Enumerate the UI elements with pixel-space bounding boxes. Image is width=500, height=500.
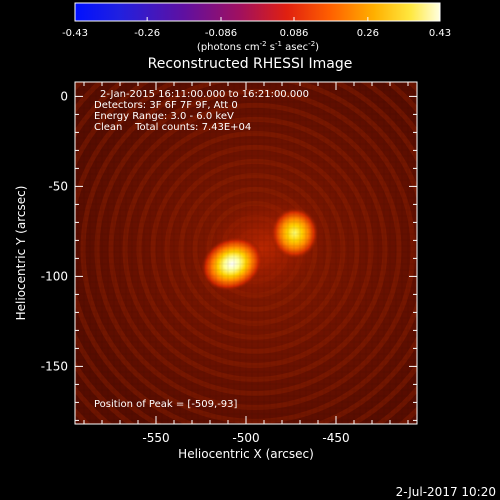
colorbar-tick-label: -0.26 <box>134 28 160 39</box>
y-tick-label: -100 <box>41 269 68 283</box>
colorbar-tick-label: 0.26 <box>357 28 379 39</box>
y-tick-label: -50 <box>48 179 68 193</box>
colorbar-tick-label: 0.086 <box>280 28 309 39</box>
observation-info: 2-Jan-2015 16:11:00.000 to 16:21:00.000 … <box>94 89 309 133</box>
colorbar <box>74 2 441 22</box>
axis-ticks: -550 -500 -450 0 -50 -100 -150 <box>41 82 417 445</box>
y-tick-label: -150 <box>41 359 68 373</box>
peak-position-label: Position of Peak = [-509,-93] <box>94 399 238 410</box>
info-line: Energy Range: 3.0 - 6.0 keV <box>94 111 234 122</box>
info-line: 2-Jan-2015 16:11:00.000 to 16:21:00.000 <box>100 89 309 100</box>
info-line: Detectors: 3F 6F 7F 9F, Att 0 <box>94 100 238 111</box>
colorbar-ticks: -0.43 -0.26 -0.086 0.086 0.26 0.43 <box>62 17 451 39</box>
x-tick-label: -450 <box>322 431 349 445</box>
x-axis-label: Heliocentric X (arcsec) <box>178 447 314 461</box>
info-line: Clean Total counts: 7.43E+04 <box>94 122 251 133</box>
plot-title: Reconstructed RHESSI Image <box>148 56 353 72</box>
y-tick-label: 0 <box>60 89 68 103</box>
y-axis-label: Heliocentric Y (arcsec) <box>14 186 28 321</box>
colorbar-unit-label: (photons cm-2 s-1 asec-2) <box>197 40 319 53</box>
colorbar-tick-label: -0.086 <box>205 28 237 39</box>
footer-date: 2-Jul-2017 10:20 <box>396 485 496 499</box>
x-tick-label: -550 <box>142 431 169 445</box>
colorbar-tick-label: -0.43 <box>62 28 88 39</box>
colorbar-tick-label: 0.43 <box>429 28 451 39</box>
x-tick-label: -500 <box>232 431 259 445</box>
